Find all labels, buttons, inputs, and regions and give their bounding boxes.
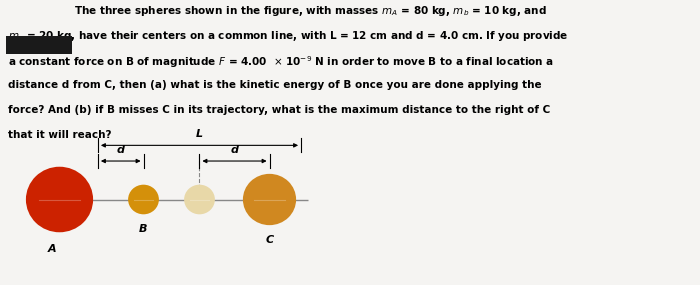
Text: C: C xyxy=(265,235,274,245)
Text: that it will reach?: that it will reach? xyxy=(8,130,112,140)
Text: A: A xyxy=(48,244,57,254)
Bar xyxy=(6,36,72,54)
Text: $m_c$ = 20 kg, have their centers on a common line, with L = 12 cm and d = 4.0 c: $m_c$ = 20 kg, have their centers on a c… xyxy=(8,29,569,43)
Text: L: L xyxy=(196,129,203,139)
Ellipse shape xyxy=(184,185,215,214)
Text: B: B xyxy=(139,224,148,234)
Ellipse shape xyxy=(243,174,296,225)
Ellipse shape xyxy=(26,167,93,232)
Text: force? And (b) if B misses C in its trajectory, what is the maximum distance to : force? And (b) if B misses C in its traj… xyxy=(8,105,551,115)
Ellipse shape xyxy=(128,185,159,214)
Text: d: d xyxy=(117,145,125,155)
Text: d: d xyxy=(230,145,239,155)
Text: distance d from C, then (a) what is the kinetic energy of B once you are done ap: distance d from C, then (a) what is the … xyxy=(8,80,542,89)
Text: The three spheres shown in the figure, with masses $m_A$ = 80 kg, $m_b$ = 10 kg,: The three spheres shown in the figure, w… xyxy=(74,4,546,18)
Text: a constant force on B of magnitude $F$ = 4.00  $\times$ 10$^{-9}$ N in order to : a constant force on B of magnitude $F$ =… xyxy=(8,54,554,70)
